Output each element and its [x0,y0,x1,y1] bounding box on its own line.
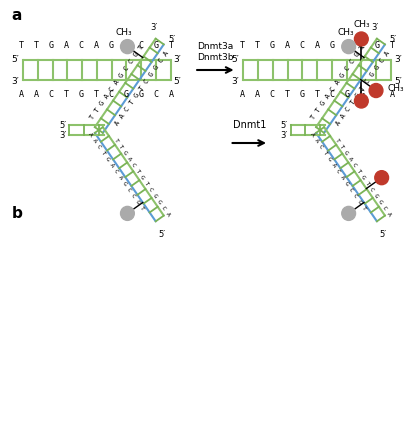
Text: 3′: 3′ [371,22,378,32]
Text: T T G A C A G C C G T: T T G A C A G C C G T [88,45,144,121]
Text: A A C T G T C G G C A: A A C T G T C G G C A [335,50,391,127]
Text: A A C T G T C G G C A: A A C T G T C G G C A [114,50,170,127]
Text: 5′: 5′ [12,54,19,64]
Circle shape [369,84,383,98]
Text: 3′: 3′ [173,54,181,64]
Text: A A C T G A C A G C C G T: A A C T G A C A G C C G T [309,131,366,211]
Text: 5′: 5′ [158,230,165,240]
Text: 5′: 5′ [390,35,397,44]
Text: 3′: 3′ [281,131,288,139]
Text: T T G A C A G C C G T: T T G A C A G C C G T [310,45,366,121]
Circle shape [354,94,368,108]
Text: a: a [11,8,22,23]
Text: CH₃: CH₃ [337,28,354,37]
Text: 5′: 5′ [394,77,402,85]
Circle shape [342,206,356,220]
Text: 5′: 5′ [168,35,176,44]
Text: 5′: 5′ [59,120,66,130]
Text: 5′: 5′ [281,120,288,130]
Text: 3′: 3′ [232,77,239,85]
Text: 5′: 5′ [232,54,239,64]
Text: 5′: 5′ [379,230,386,240]
Text: 3′: 3′ [150,22,157,32]
Text: A  A  C  T  G  T  C  G  G  C  A: A A C T G T C G G C A [20,90,174,99]
Text: T  T  G  A  C  A  G  C  C  G  T: T T G A C A G C C G T [239,41,395,50]
Circle shape [120,39,134,53]
Circle shape [354,32,368,46]
Text: T T G A C T G T C G G C A: T T G A C T G T C G G C A [334,138,392,217]
Text: Dnmt3a
Dnmt3b: Dnmt3a Dnmt3b [197,42,234,62]
Text: A A C T G A C A G C C G T: A A C T G A C A G C C G T [88,131,145,211]
Text: 5′: 5′ [173,77,181,85]
Text: b: b [11,206,22,221]
Text: Dnmt1: Dnmt1 [232,120,266,130]
Text: CH₃: CH₃ [388,84,405,93]
Text: 3′: 3′ [59,131,66,139]
Text: CH₃: CH₃ [353,20,370,29]
Circle shape [375,171,388,185]
Circle shape [342,39,356,53]
Text: 3′: 3′ [394,54,402,64]
Text: 3′: 3′ [12,77,19,85]
Text: A  A  C  T  G  T  C  G  G  C  A: A A C T G T C G G C A [239,90,395,99]
Text: T  T  G  A  C  A  G  C  C  G  T: T T G A C A G C C G T [20,41,174,50]
Text: CH₃: CH₃ [116,28,132,37]
Text: T T G A C T G T C G G C A: T T G A C T G T C G G C A [113,138,171,217]
Circle shape [120,206,134,220]
